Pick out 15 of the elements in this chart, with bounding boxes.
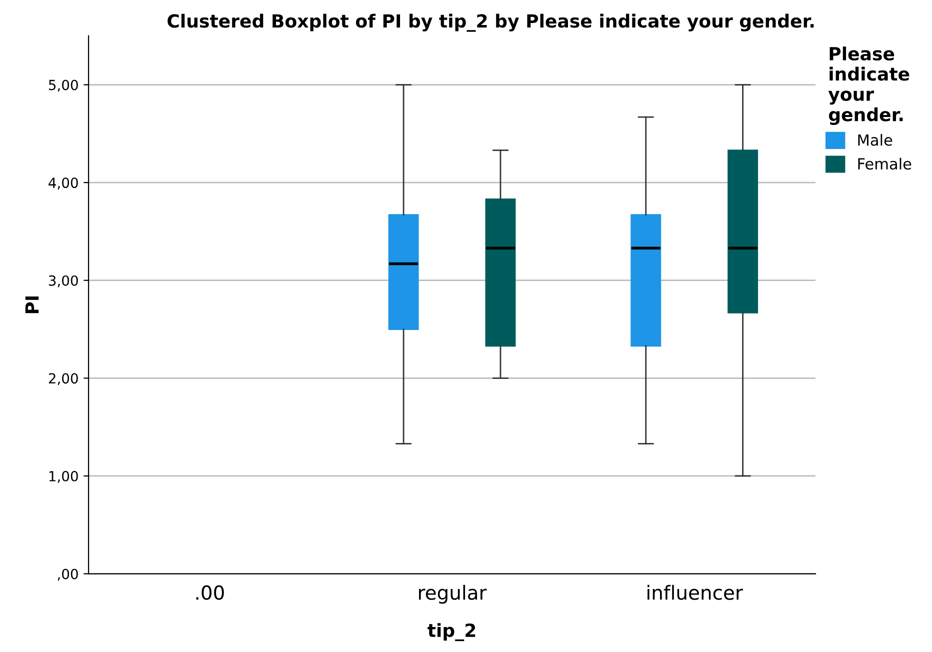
y-tick-label: 4,00	[48, 178, 78, 190]
legend-label: Female	[858, 158, 912, 170]
y-tick-label: 5,00	[48, 80, 78, 92]
y-tick-label: 2,00	[48, 373, 78, 386]
x-tick-label: .00	[196, 585, 224, 600]
x-tick-label: influencer	[648, 584, 743, 600]
y-tick-label: ,00	[58, 568, 78, 581]
legend-label: Male	[858, 134, 892, 146]
y-tick-label: 3,00	[48, 275, 78, 288]
y-tick-label: 1,00	[49, 470, 78, 483]
legend-title: Please indicate your gender.	[828, 46, 910, 125]
chart-title: Clustered Boxplot of PI by tip_2 by Please indicate your gender.	[168, 14, 814, 32]
x-axis-title: tip_2	[428, 623, 476, 642]
x-tick-label: regular	[419, 584, 487, 604]
y-axis-title: PI	[25, 296, 39, 314]
